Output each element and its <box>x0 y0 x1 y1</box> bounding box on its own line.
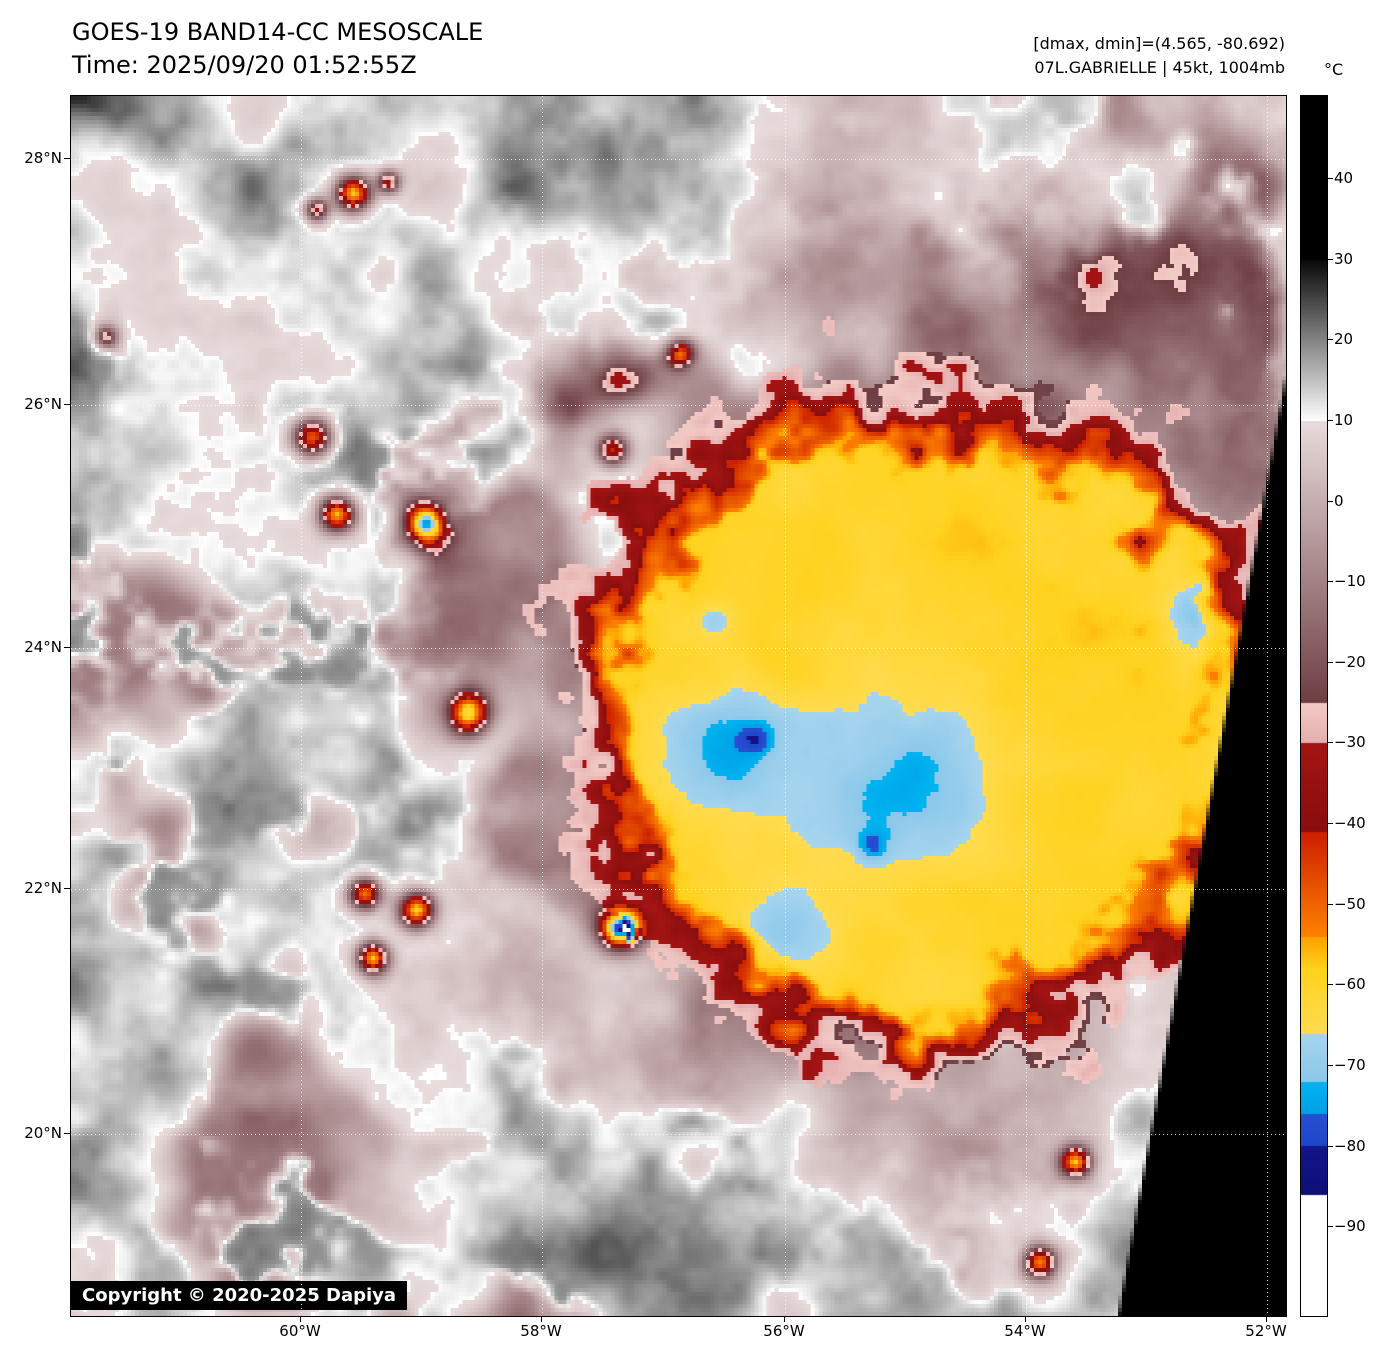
latitude-gridline <box>71 648 1286 649</box>
colorbar <box>1300 95 1328 1317</box>
satellite-image-canvas <box>71 96 1286 1316</box>
latitude-axis-tick <box>64 1133 70 1134</box>
colorbar-tick-label: 30 <box>1334 249 1354 268</box>
colorbar-tick <box>1327 903 1333 905</box>
colorbar-tick <box>1327 1145 1333 1147</box>
colorbar-tick <box>1327 823 1333 825</box>
colorbar-tick-label: −30 <box>1334 733 1366 752</box>
figure-time: Time: 2025/09/20 01:52:55Z <box>72 51 417 79</box>
latitude-gridline <box>71 405 1286 406</box>
latitude-gridline <box>71 1134 1286 1135</box>
longitude-axis-tick <box>1025 1316 1026 1322</box>
colorbar-tick-label: −70 <box>1334 1056 1366 1075</box>
colorbar-tick <box>1327 742 1333 744</box>
colorbar-tick-label: 0 <box>1334 491 1344 510</box>
colorbar-labels: 40 30 20 10 0 −10 −20 −30 −40 −50 −60 −7… <box>1334 95 1386 1315</box>
colorbar-tick <box>1327 419 1333 421</box>
longitude-axis-tick <box>784 1316 785 1322</box>
lon-label-60w: 60°W <box>279 1322 321 1340</box>
colorbar-tick <box>1327 258 1333 260</box>
longitude-gridline <box>542 96 543 1316</box>
latitude-axis-tick <box>64 158 70 159</box>
colorbar-tick <box>1327 581 1333 583</box>
colorbar-tick <box>1327 339 1333 341</box>
colorbar-tick <box>1327 1226 1333 1228</box>
lat-label-24n: 24°N <box>24 638 62 656</box>
colorbar-tick-label: −40 <box>1334 814 1366 833</box>
colorbar-tick-label: −90 <box>1334 1217 1366 1236</box>
latitude-axis-tick <box>64 888 70 889</box>
colorbar-tick <box>1327 178 1333 180</box>
colorbar-tick <box>1327 984 1333 986</box>
lat-label-28n: 28°N <box>24 149 62 167</box>
lat-label-20n: 20°N <box>24 1124 62 1142</box>
colorbar-tick-label: −50 <box>1334 894 1366 913</box>
longitude-gridline <box>301 96 302 1316</box>
lon-label-56w: 56°W <box>763 1322 805 1340</box>
latitude-gridline <box>71 889 1286 890</box>
longitude-gridline <box>1267 96 1268 1316</box>
colorbar-tick-label: 40 <box>1334 169 1354 188</box>
longitude-axis-tick <box>1266 1316 1267 1322</box>
satellite-map: Copyright © 2020-2025 Dapiya <box>70 95 1287 1317</box>
lon-label-58w: 58°W <box>520 1322 562 1340</box>
latitude-axis-tick <box>64 404 70 405</box>
lon-label-52w: 52°W <box>1245 1322 1287 1340</box>
latitude-gridline <box>71 159 1286 160</box>
longitude-axis-tick <box>300 1316 301 1322</box>
longitude-axis-tick <box>541 1316 542 1322</box>
colorbar-tick <box>1327 1065 1333 1067</box>
colorbar-tick <box>1327 500 1333 502</box>
lat-label-22n: 22°N <box>24 879 62 897</box>
longitude-gridline <box>785 96 786 1316</box>
colorbar-tick-label: −20 <box>1334 652 1366 671</box>
storm-info: 07L.GABRIELLE | 45kt, 1004mb <box>1034 58 1285 77</box>
colorbar-tick-label: −10 <box>1334 572 1366 591</box>
copyright-badge: Copyright © 2020-2025 Dapiya <box>71 1281 408 1310</box>
colorbar-tick-label: 10 <box>1334 410 1354 429</box>
header-right: [dmax, dmin]=(4.565, -80.692) 07L.GABRIE… <box>1033 32 1285 80</box>
figure-title: GOES-19 BAND14-CC MESOSCALE <box>72 18 484 46</box>
colorbar-gradient-canvas <box>1301 96 1327 1316</box>
colorbar-tick-label: −80 <box>1334 1136 1366 1155</box>
colorbar-tick-label: 20 <box>1334 330 1354 349</box>
colorbar-tick <box>1327 661 1333 663</box>
dmax-dmin-readout: [dmax, dmin]=(4.565, -80.692) <box>1033 34 1285 53</box>
lat-label-26n: 26°N <box>24 395 62 413</box>
colorbar-tick-label: −60 <box>1334 975 1366 994</box>
lon-label-54w: 54°W <box>1004 1322 1046 1340</box>
latitude-axis-tick <box>64 647 70 648</box>
colorbar-unit-label: °C <box>1324 60 1344 79</box>
longitude-gridline <box>1026 96 1027 1316</box>
